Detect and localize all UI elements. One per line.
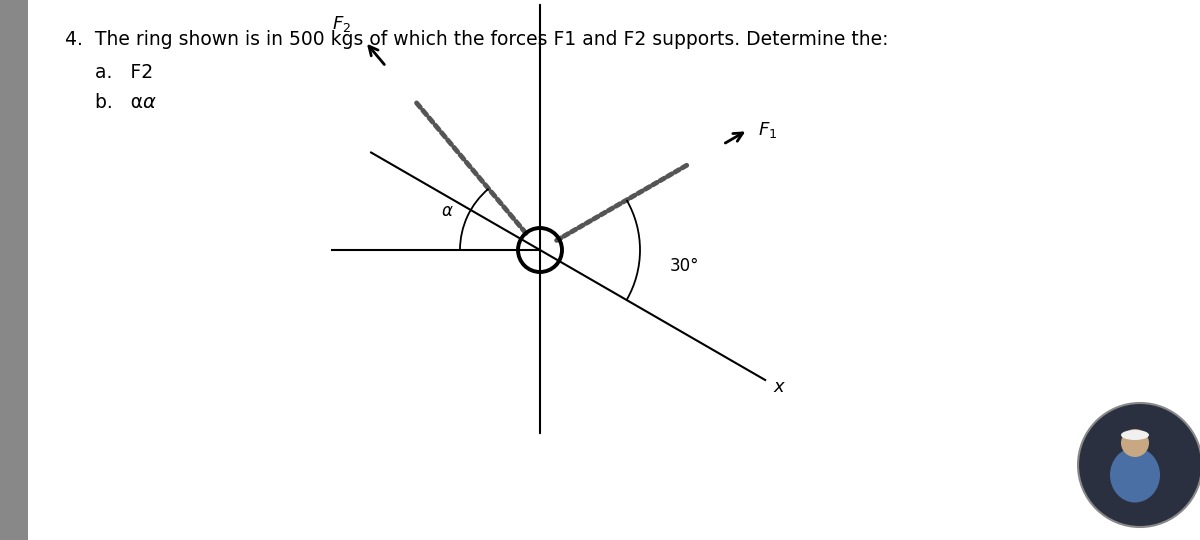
Text: b.   α: b. α bbox=[95, 93, 143, 112]
Text: 4.  The ring shown is in 500 kgs of which the forces F1 and F2 supports. Determi: 4. The ring shown is in 500 kgs of which… bbox=[65, 30, 888, 49]
Text: $\alpha$: $\alpha$ bbox=[142, 93, 156, 112]
Bar bbox=[0, 0, 28, 540]
Text: 30°: 30° bbox=[670, 257, 700, 275]
Text: x: x bbox=[773, 378, 784, 396]
Circle shape bbox=[1078, 403, 1200, 527]
Text: $\alpha$: $\alpha$ bbox=[442, 202, 454, 220]
Text: a.   F2: a. F2 bbox=[95, 63, 154, 82]
Ellipse shape bbox=[1110, 448, 1160, 503]
Ellipse shape bbox=[1121, 430, 1150, 440]
Circle shape bbox=[1121, 429, 1150, 457]
Text: $F_1$: $F_1$ bbox=[758, 120, 778, 140]
Text: $F_2$: $F_2$ bbox=[332, 14, 352, 33]
